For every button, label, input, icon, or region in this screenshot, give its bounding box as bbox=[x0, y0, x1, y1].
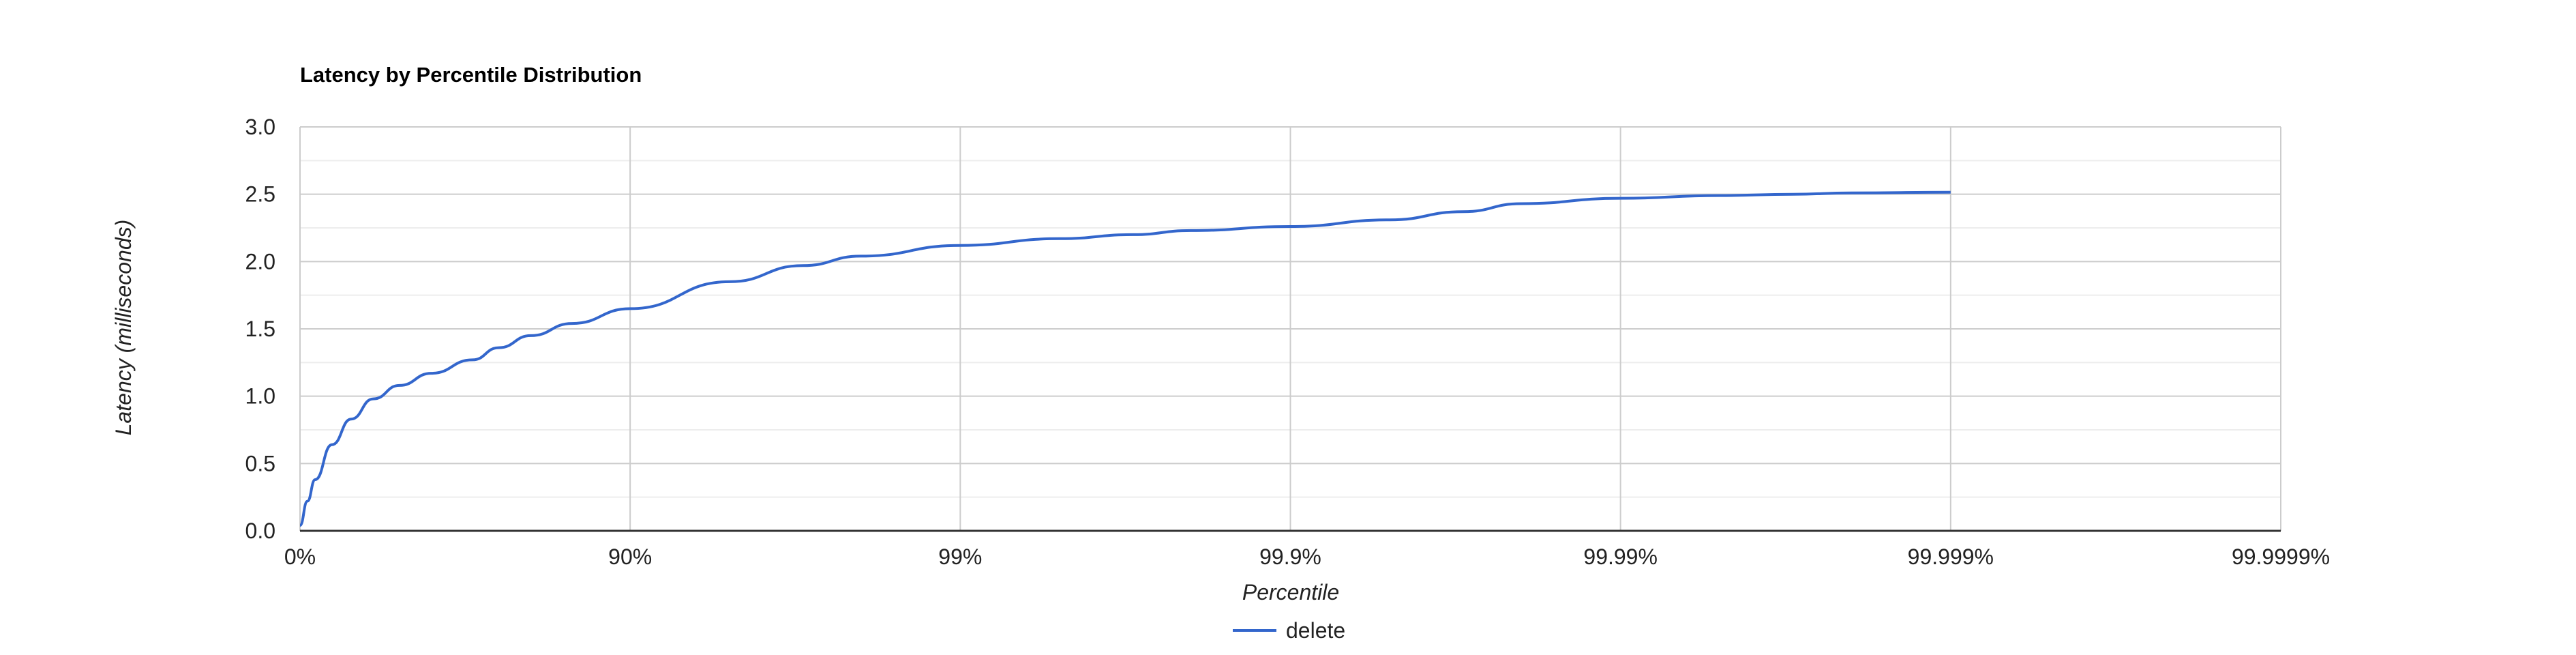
x-tick-label: 90% bbox=[608, 544, 652, 569]
x-tick-label: 99.999% bbox=[1908, 544, 1994, 569]
y-tick-label: 2.0 bbox=[245, 249, 275, 274]
y-axis-ticks: 0.0 0.5 1.0 1.5 2.0 2.5 3.0 bbox=[245, 115, 275, 543]
x-tick-label: 99.9999% bbox=[2232, 544, 2330, 569]
series-lines bbox=[299, 190, 1951, 527]
x-tick-label: 0% bbox=[284, 544, 316, 569]
y-tick-label: 0.0 bbox=[245, 519, 275, 543]
y-axis-title: Latency (milliseconds) bbox=[111, 220, 136, 436]
y-tick-label: 1.0 bbox=[245, 384, 275, 409]
y-tick-label: 3.0 bbox=[245, 115, 275, 139]
x-tick-label: 99% bbox=[938, 544, 982, 569]
gridlines bbox=[299, 126, 2281, 532]
legend-label-delete: delete bbox=[1286, 618, 1345, 643]
x-tick-label: 99.99% bbox=[1583, 544, 1658, 569]
y-tick-label: 0.5 bbox=[245, 451, 275, 476]
legend[interactable]: delete bbox=[1233, 618, 1345, 643]
x-axis-title: Percentile bbox=[1242, 580, 1339, 605]
chart-title: Latency by Percentile Distribution bbox=[300, 63, 642, 87]
series-line-delete bbox=[299, 190, 1951, 527]
y-tick-label: 1.5 bbox=[245, 317, 275, 341]
x-axis-ticks: 0% 90% 99% 99.9% 99.99% 99.999% 99.9999% bbox=[284, 544, 2330, 569]
x-tick-label: 99.9% bbox=[1259, 544, 1321, 569]
y-tick-label: 2.5 bbox=[245, 182, 275, 207]
